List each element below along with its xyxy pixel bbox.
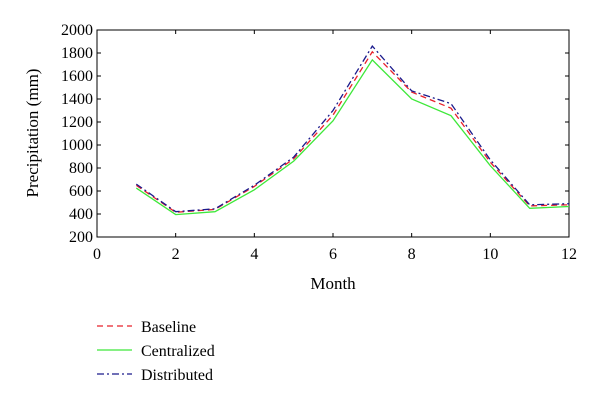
plot-area: 0 2 4 6 8 10 12 200 400 600 800 1000 1200 1400 1600 18…	[61, 22, 577, 263]
x-axis-ticks: 0 2 4 6 8 10 12	[93, 30, 577, 263]
series-line-centralized	[135, 58, 570, 216]
legend-label: Centralized	[141, 343, 215, 360]
y-axis-label: Precipitation (mm)	[23, 69, 42, 198]
legend: Baseline Centralized Distributed	[97, 319, 215, 384]
legend-label: Distributed	[141, 367, 213, 384]
x-tick-label: 6	[329, 246, 337, 263]
series-line-distributed	[135, 45, 570, 213]
y-tick-label: 2000	[61, 22, 93, 39]
legend-item-centralized: Centralized	[97, 343, 215, 360]
y-tick-label: 200	[69, 229, 93, 246]
x-tick-label: 2	[172, 246, 180, 263]
y-tick-label: 1400	[61, 91, 93, 108]
x-tick-label: 10	[482, 246, 498, 263]
x-tick-label: 4	[250, 246, 258, 263]
y-axis-ticks: 200 400 600 800 1000 1200 1400 1600 1800 2000	[61, 22, 569, 246]
y-tick-label: 1000	[61, 137, 93, 154]
y-tick-label: 600	[69, 183, 93, 200]
series-lines	[135, 45, 570, 216]
y-tick-label: 1800	[61, 45, 93, 62]
x-axis-label: Month	[310, 274, 356, 293]
x-tick-label: 8	[408, 246, 416, 263]
legend-label: Baseline	[141, 319, 196, 336]
y-tick-label: 800	[69, 160, 93, 177]
series-line-baseline	[135, 50, 570, 213]
x-tick-label: 12	[561, 246, 577, 263]
y-tick-label: 1600	[61, 68, 93, 85]
legend-item-baseline: Baseline	[97, 319, 196, 336]
plot-frame	[96, 29, 570, 238]
y-tick-label: 400	[69, 206, 93, 223]
legend-item-distributed: Distributed	[97, 367, 213, 384]
y-tick-label: 1200	[61, 114, 93, 131]
x-tick-label: 0	[93, 246, 101, 263]
